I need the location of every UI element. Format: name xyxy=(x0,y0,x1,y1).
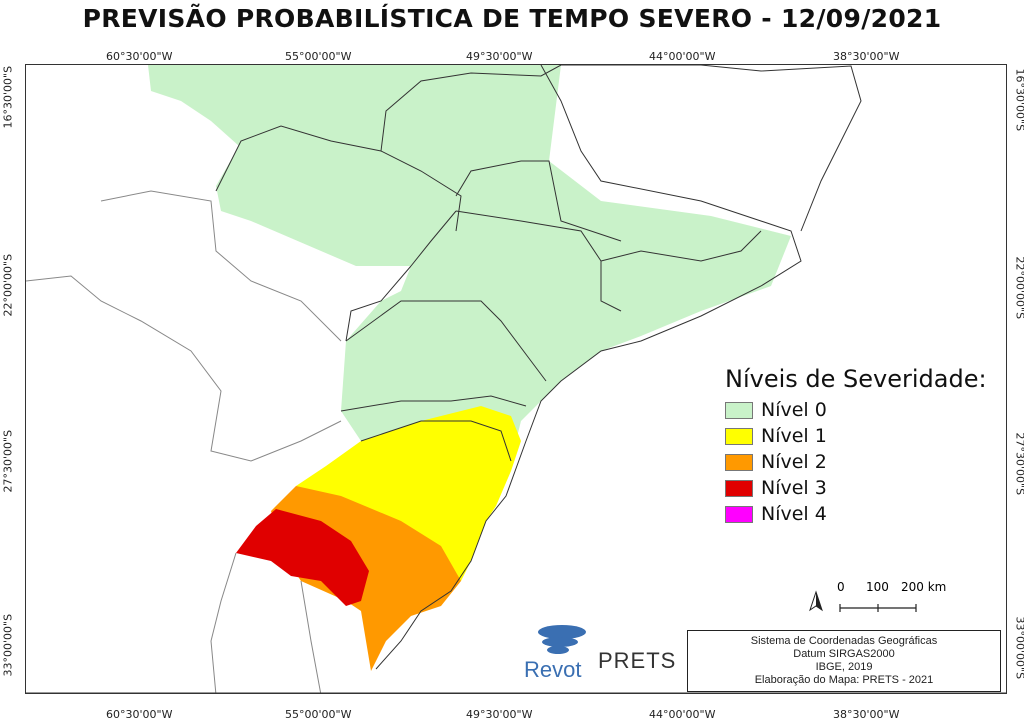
map-frame xyxy=(25,64,1007,694)
level-0-region xyxy=(148,65,791,541)
legend-label: Nível 2 xyxy=(761,451,827,473)
legend-swatch xyxy=(725,453,753,471)
longitude-label-bottom: 49°30'00"W xyxy=(466,708,533,721)
info-line: Elaboração do Mapa: PRETS - 2021 xyxy=(754,674,934,686)
legend-label: Nível 4 xyxy=(761,503,827,525)
latitude-label-left: 16°30'00"S xyxy=(1,65,15,129)
legend-swatch xyxy=(725,427,753,445)
legend-swatch xyxy=(725,505,753,523)
prets-logo-text: PRETS xyxy=(598,648,677,673)
latitude-label-right: 16°30'00"S xyxy=(1013,68,1024,132)
latitude-label-right: 27°30'00"S xyxy=(1013,432,1024,496)
legend-item-level-3: Nível 3 xyxy=(725,475,987,501)
legend-swatch xyxy=(725,479,753,497)
longitude-label-top: 55°00'00"W xyxy=(285,50,352,63)
legend-label: Nível 3 xyxy=(761,477,827,499)
latitude-label-left: 22°00'00"S xyxy=(1,253,15,317)
legend-label: Nível 1 xyxy=(761,425,827,447)
longitude-label-top: 60°30'00"W xyxy=(106,50,173,63)
longitude-label-bottom: 38°30'00"W xyxy=(833,708,900,721)
country-borders xyxy=(26,190,342,693)
legend-swatch xyxy=(725,401,753,419)
legend-title: Níveis de Severidade: xyxy=(725,365,987,393)
scale-bar: 0 100 200 km xyxy=(808,580,948,620)
level-1-region xyxy=(296,406,521,581)
info-line: Sistema de Coordenadas Geográficas xyxy=(750,635,938,647)
longitude-label-top: 49°30'00"W xyxy=(466,50,533,63)
north-arrow-icon xyxy=(809,590,823,612)
info-line: Datum SIRGAS2000 xyxy=(793,648,895,660)
latitude-label-right: 33°00'00"S xyxy=(1013,616,1024,680)
latitude-label-right: 22°00'00"S xyxy=(1013,256,1024,320)
legend-item-level-4: Nível 4 xyxy=(725,501,987,527)
level-3-region xyxy=(236,509,369,606)
scale-label-0: 0 xyxy=(837,580,845,594)
longitude-label-top: 38°30'00"W xyxy=(833,50,900,63)
longitude-label-bottom: 60°30'00"W xyxy=(106,708,173,721)
legend: Níveis de Severidade: Nível 0 Nível 1 Ní… xyxy=(725,365,987,527)
longitude-label-bottom: 44°00'00"W xyxy=(649,708,716,721)
latitude-label-left: 27°30'00"S xyxy=(1,429,15,493)
legend-item-level-1: Nível 1 xyxy=(725,423,987,449)
scale-bar-graphic xyxy=(809,590,917,612)
info-line: IBGE, 2019 xyxy=(815,661,873,673)
coastline xyxy=(375,65,802,670)
map-info-box: Sistema de Coordenadas Geográficas Datum… xyxy=(687,630,1001,692)
legend-item-level-2: Nível 2 xyxy=(725,449,987,475)
legend-label: Nível 0 xyxy=(761,399,827,421)
map-canvas xyxy=(26,65,1006,693)
legend-item-level-0: Nível 0 xyxy=(725,397,987,423)
longitude-label-top: 44°00'00"W xyxy=(649,50,716,63)
revot-logo-icon xyxy=(538,625,586,654)
revot-logo-text: Revot xyxy=(524,657,582,682)
latitude-label-left: 33°00'00"S xyxy=(1,613,15,677)
longitude-label-bottom: 55°00'00"W xyxy=(285,708,352,721)
state-borders xyxy=(215,65,762,462)
land-outline xyxy=(561,65,862,232)
map-title: PREVISÃO PROBABILÍSTICA DE TEMPO SEVERO … xyxy=(82,4,942,33)
scale-label-100: 100 xyxy=(866,580,889,594)
scale-label-200: 200 km xyxy=(901,580,947,594)
